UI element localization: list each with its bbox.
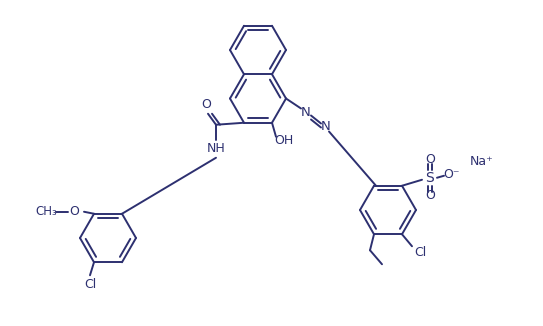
Text: Cl: Cl	[414, 246, 426, 259]
Text: OH: OH	[274, 134, 294, 147]
Text: N: N	[301, 106, 311, 119]
Text: Na⁺: Na⁺	[470, 155, 494, 168]
Text: S: S	[426, 171, 434, 185]
Text: Cl: Cl	[84, 278, 96, 291]
Text: O⁻: O⁻	[444, 168, 460, 181]
Text: N: N	[321, 120, 331, 133]
Text: CH₃: CH₃	[35, 205, 57, 218]
Text: O: O	[425, 153, 435, 166]
Text: NH: NH	[207, 142, 225, 155]
Text: O: O	[69, 205, 79, 218]
Text: O: O	[201, 98, 211, 111]
Text: O: O	[425, 189, 435, 202]
